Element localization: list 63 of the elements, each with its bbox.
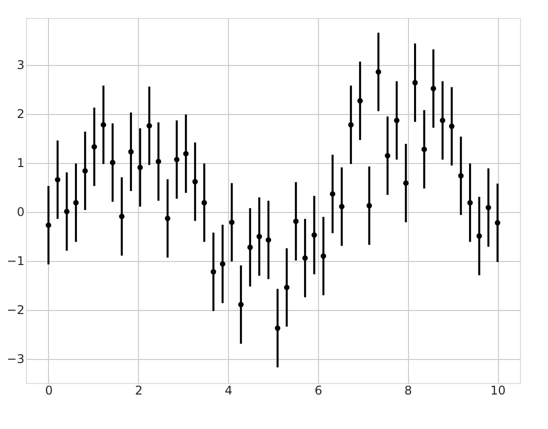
point [82,168,88,174]
y-tick-label: −1 [6,254,24,268]
point [302,255,308,261]
y-tick-label: −2 [6,303,24,318]
point [330,191,336,197]
point [274,325,280,331]
point [486,204,492,210]
x-tick-label: 6 [314,384,322,398]
y-tick-label: 2 [16,107,24,122]
x-tick-label: 10 [490,384,506,398]
x-tick-label: 4 [224,384,232,398]
point [119,214,125,220]
point [440,118,446,124]
point [146,123,152,129]
point [430,86,436,92]
point [64,208,70,214]
x-tick-label: 0 [45,384,53,398]
point [384,152,390,158]
point [476,233,482,239]
point [394,118,400,124]
point [449,124,454,130]
point [54,176,60,182]
point [183,150,189,156]
point [458,173,464,178]
point [293,218,299,224]
x-tick-label: 2 [134,384,143,398]
point [348,122,354,128]
point [357,98,363,104]
point [320,253,326,259]
point [92,144,97,150]
point [266,237,272,243]
point [46,222,52,228]
point [247,244,253,250]
point [467,200,473,206]
point [229,220,235,226]
y-tick-label: 1 [16,156,24,170]
point [311,232,317,238]
point [256,234,262,240]
y-tick-label: 3 [16,58,24,72]
point [100,122,106,128]
point [403,180,409,186]
point [156,158,162,164]
point [366,202,372,208]
point [192,178,198,184]
point [220,261,226,267]
point [202,200,207,206]
y-tick-label: −3 [6,352,24,366]
point [339,204,344,210]
point [164,216,170,222]
point [210,269,216,275]
point [421,146,427,152]
x-tick-label: 8 [404,384,412,398]
point [494,220,500,226]
point [73,200,79,206]
point [238,302,244,308]
y-tick-label: 0 [16,205,24,220]
point [412,80,418,86]
point [128,149,134,154]
point [174,156,180,162]
point [137,164,143,170]
point [376,69,382,75]
point [284,284,290,290]
point [110,160,116,166]
